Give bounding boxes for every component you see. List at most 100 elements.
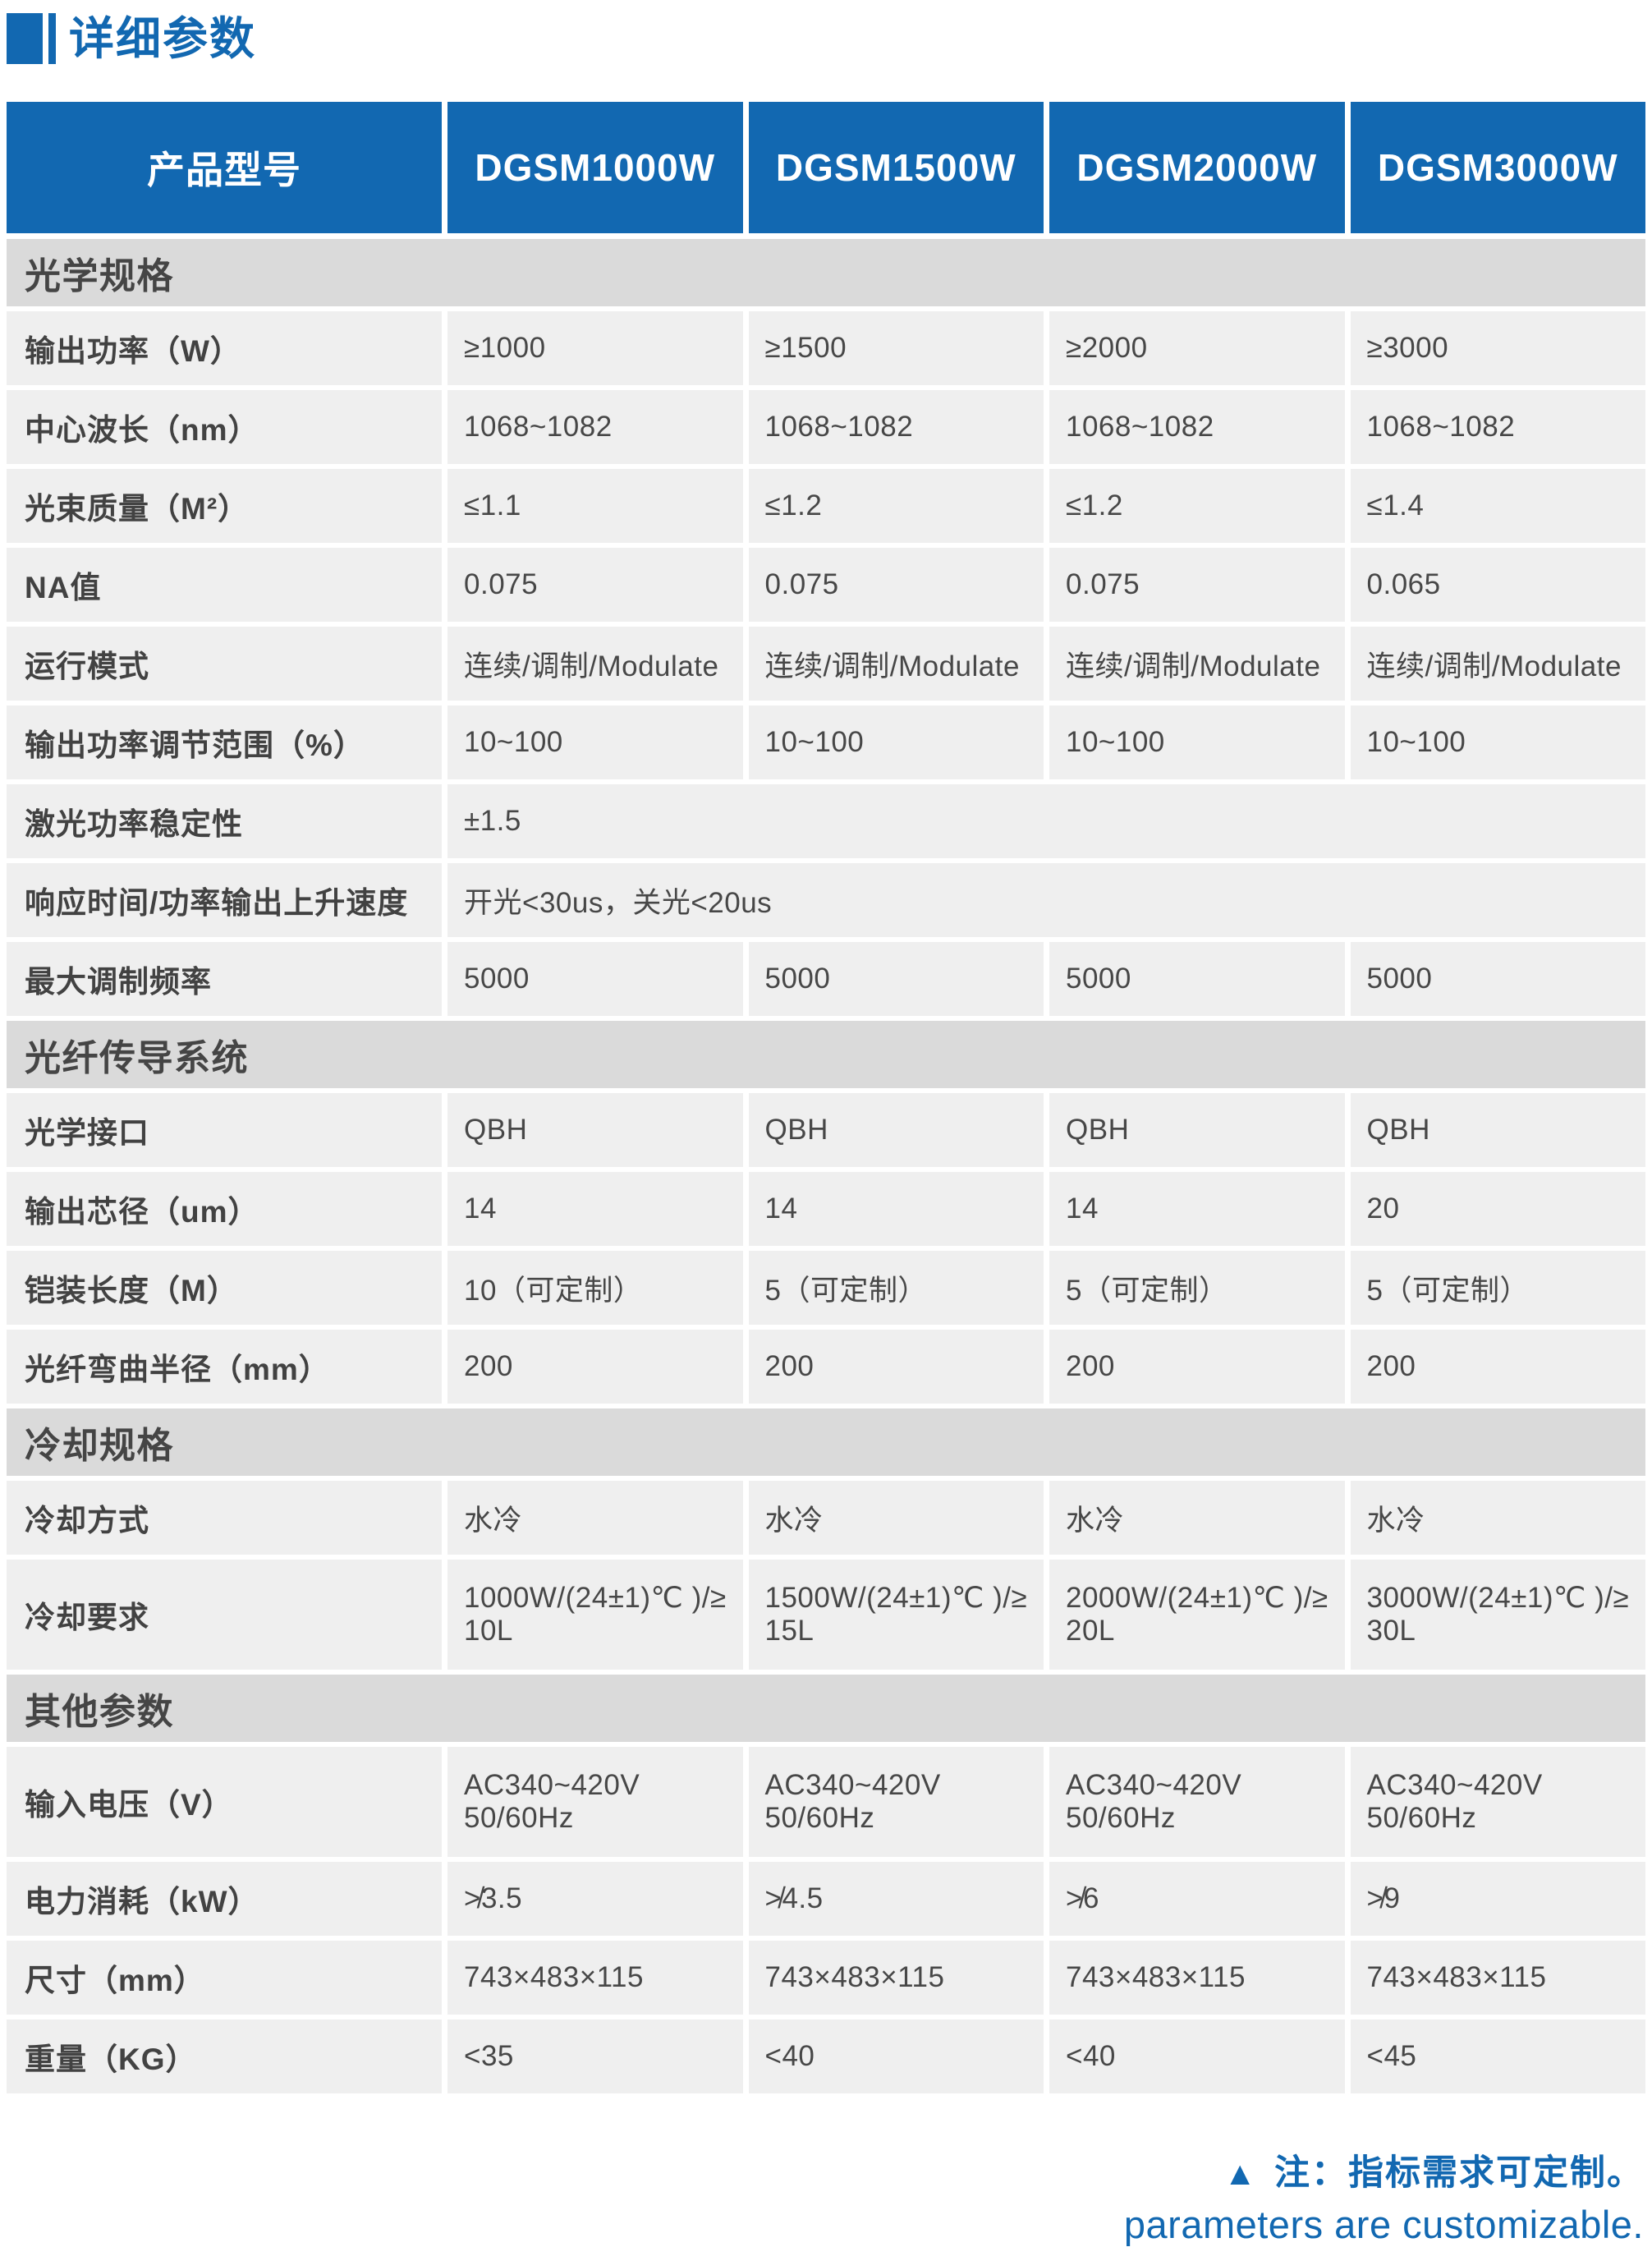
spec-cell: 743×483×115 (748, 1941, 1044, 2015)
spec-cell: 水冷 (447, 1481, 743, 1555)
spec-cell: ≤1.1 (447, 469, 743, 543)
spec-cell: ≯9 (1350, 1862, 1645, 1936)
footnote-zh-text: 注：指标需求可定制。 (1274, 2153, 1644, 2193)
spec-cell: 5000 (447, 942, 743, 1016)
row-label: 最大调制频率 (7, 942, 442, 1016)
table-header-row: 产品型号 DGSM1000W DGSM1500W DGSM2000W DGSM3… (7, 102, 1645, 233)
table-row: 光纤弯曲半径（mm） 200 200 200 200 (7, 1330, 1645, 1404)
spec-cell: 5（可定制） (1350, 1251, 1645, 1325)
page-title-text: 详细参数 (69, 13, 257, 64)
table-row: 输出功率（W） ≥1000 ≥1500 ≥2000 ≥3000 (7, 311, 1645, 385)
table-row: 光束质量（M²） ≤1.1 ≤1.2 ≤1.2 ≤1.4 (7, 469, 1645, 543)
table-row: 重量（KG） <35 <40 <40 <45 (7, 2020, 1645, 2093)
spec-cell: 连续/调制/Modulate (1350, 627, 1645, 701)
spec-cell: 1068~1082 (1049, 390, 1345, 464)
triangle-icon: ▲ (1223, 2156, 1258, 2192)
spec-cell: 3000W/(24±1)℃ )/≥ 30L (1350, 1560, 1645, 1670)
spec-cell: 水冷 (748, 1481, 1044, 1555)
spec-cell: 水冷 (1049, 1481, 1345, 1555)
spec-cell: 10（可定制） (447, 1251, 743, 1325)
spec-cell: AC340~420V 50/60Hz (748, 1747, 1044, 1857)
table-row: NA值 0.075 0.075 0.075 0.065 (7, 548, 1645, 622)
spec-cell: 1000W/(24±1)℃ )/≥ 10L (447, 1560, 743, 1670)
table-row: 激光功率稳定性 ±1.5 (7, 784, 1645, 858)
spec-cell: 10~100 (748, 705, 1044, 779)
table-row: 最大调制频率 5000 5000 5000 5000 (7, 942, 1645, 1016)
spec-cell: 连续/调制/Modulate (1049, 627, 1345, 701)
spec-cell: ≯4.5 (748, 1862, 1044, 1936)
row-label: 冷却要求 (7, 1560, 442, 1670)
spec-cell: 200 (1049, 1330, 1345, 1404)
row-label: 铠装长度（M） (7, 1251, 442, 1325)
spec-cell: <40 (1049, 2020, 1345, 2093)
row-label: 运行模式 (7, 627, 442, 701)
spec-cell: 0.075 (748, 548, 1044, 622)
spec-cell: 743×483×115 (447, 1941, 743, 2015)
spec-cell: AC340~420V 50/60Hz (447, 1747, 743, 1857)
section-header-optical: 光学规格 (7, 239, 1645, 306)
spec-cell: <35 (447, 2020, 743, 2093)
spec-cell: <45 (1350, 2020, 1645, 2093)
table-row: 中心波长（nm） 1068~1082 1068~1082 1068~1082 1… (7, 390, 1645, 464)
spec-cell: 连续/调制/Modulate (748, 627, 1044, 701)
spec-cell: 20 (1350, 1172, 1645, 1246)
table-row: 铠装长度（M） 10（可定制） 5（可定制） 5（可定制） 5（可定制） (7, 1251, 1645, 1325)
table-row: 输出芯径（um） 14 14 14 20 (7, 1172, 1645, 1246)
row-label: 尺寸（mm） (7, 1941, 442, 2015)
header-model-dgsm3000w: DGSM3000W (1350, 102, 1645, 233)
spec-cell: 5000 (1350, 942, 1645, 1016)
spec-cell: 2000W/(24±1)℃ )/≥ 20L (1049, 1560, 1345, 1670)
row-label: 冷却方式 (7, 1481, 442, 1555)
spec-cell: 1500W/(24±1)℃ )/≥ 15L (748, 1560, 1044, 1670)
spec-cell: 1068~1082 (447, 390, 743, 464)
spec-cell: ≥3000 (1350, 311, 1645, 385)
spec-cell: 0.075 (447, 548, 743, 622)
row-label: 光纤弯曲半径（mm） (7, 1330, 442, 1404)
spec-cell: ≯3.5 (447, 1862, 743, 1936)
header-model-dgsm1500w: DGSM1500W (748, 102, 1044, 233)
page-title: 详细参数 (7, 13, 1645, 64)
spec-cell: QBH (447, 1093, 743, 1167)
table-row: 冷却方式 水冷 水冷 水冷 水冷 (7, 1481, 1645, 1555)
spec-cell: 200 (748, 1330, 1044, 1404)
title-bar-icon (48, 13, 56, 64)
footnote-en-text: parameters are customizable. (1123, 2203, 1644, 2246)
spec-cell: 14 (447, 1172, 743, 1246)
footnote-zh-line: ▲ 注：指标需求可定制。 (7, 2144, 1644, 2195)
row-label: 光束质量（M²） (7, 469, 442, 543)
header-model-dgsm1000w: DGSM1000W (447, 102, 743, 233)
spec-cell: 10~100 (447, 705, 743, 779)
spec-cell: 10~100 (1350, 705, 1645, 779)
row-label: 光学接口 (7, 1093, 442, 1167)
table-row: 尺寸（mm） 743×483×115 743×483×115 743×483×1… (7, 1941, 1645, 2015)
spec-cell: 14 (748, 1172, 1044, 1246)
row-label: 输出功率调节范围（%） (7, 705, 442, 779)
spec-cell: 14 (1049, 1172, 1345, 1246)
spec-cell: <40 (748, 2020, 1044, 2093)
table-row: 运行模式 连续/调制/Modulate 连续/调制/Modulate 连续/调制… (7, 627, 1645, 701)
row-label: NA值 (7, 548, 442, 622)
table-row: 电力消耗（kW） ≯3.5 ≯4.5 ≯6 ≯9 (7, 1862, 1645, 1936)
spec-cell-merged: ±1.5 (447, 784, 1645, 858)
spec-cell: 5000 (748, 942, 1044, 1016)
row-label: 输出功率（W） (7, 311, 442, 385)
section-header-fiber: 光纤传导系统 (7, 1021, 1645, 1088)
table-row: 响应时间/功率输出上升速度 开光<30us，关光<20us (7, 863, 1645, 937)
table-row: 输入电压（V） AC340~420V 50/60Hz AC340~420V 50… (7, 1747, 1645, 1857)
section-header-cooling: 冷却规格 (7, 1408, 1645, 1476)
spec-cell: 200 (447, 1330, 743, 1404)
spec-cell-merged: 开光<30us，关光<20us (447, 863, 1645, 937)
header-product-model: 产品型号 (7, 102, 442, 233)
spec-cell: 10~100 (1049, 705, 1345, 779)
table-row: 冷却要求 1000W/(24±1)℃ )/≥ 10L 1500W/(24±1)℃… (7, 1560, 1645, 1670)
spec-cell: 连续/调制/Modulate (447, 627, 743, 701)
spec-cell: AC340~420V 50/60Hz (1350, 1747, 1645, 1857)
spec-cell: 5（可定制） (748, 1251, 1044, 1325)
spec-cell: AC340~420V 50/60Hz (1049, 1747, 1345, 1857)
spec-cell: 5000 (1049, 942, 1345, 1016)
spec-table: 产品型号 DGSM1000W DGSM1500W DGSM2000W DGSM3… (7, 102, 1645, 2093)
row-label: 电力消耗（kW） (7, 1862, 442, 1936)
spec-cell: ≥1000 (447, 311, 743, 385)
spec-cell: 0.075 (1049, 548, 1345, 622)
